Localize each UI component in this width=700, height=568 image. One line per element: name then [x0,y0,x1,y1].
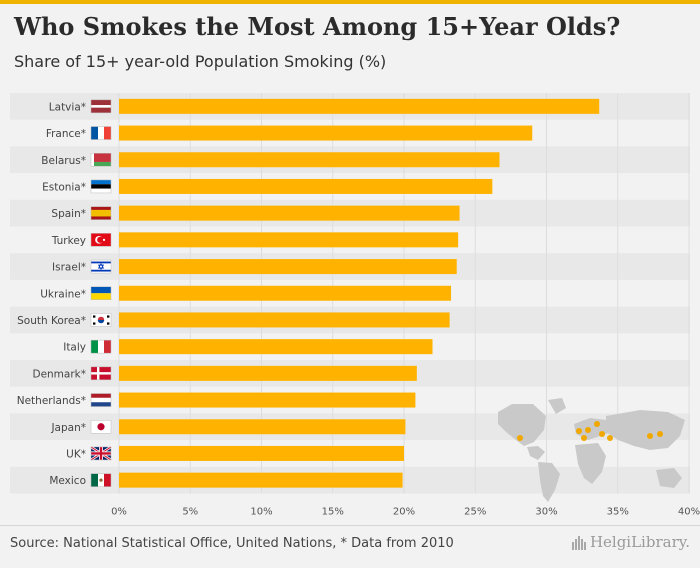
israel-flag-icon [90,259,112,274]
japan-flag-icon [90,420,112,434]
category-label: Belarus* [41,155,86,167]
belarus-flag-icon [90,153,112,167]
south-america-shape [538,462,560,502]
bar [119,339,433,355]
x-tick-label: 25% [464,507,486,518]
netherlands-flag-icon [90,393,112,407]
turkey-highlight [607,435,613,441]
x-tick-label: 0% [111,507,127,518]
mexico-highlight [517,435,523,441]
korea-highlight [647,433,653,439]
x-tick-label: 5% [182,507,198,518]
latvia-flag-icon [90,99,112,114]
top-accent-bar [0,0,700,4]
x-tick-label: 20% [393,507,415,518]
category-label: Latvia* [49,101,86,113]
italy-highlight [599,431,605,437]
estonia-flag-icon [90,179,112,194]
africa-shape [575,443,606,484]
bar [119,178,493,194]
bar [119,285,452,301]
world-map-graphic [498,398,685,502]
bar [119,232,459,248]
category-label: Japan* [50,422,86,434]
uk-highlight [576,428,582,434]
category-label: Ukraine* [40,288,86,300]
category-label: Denmark* [32,368,86,380]
spain-highlight [581,435,587,441]
bar-chart: Latvia* France* Belarus* Estonia* Spain* Turk… [16,93,700,518]
category-label: Mexico [49,475,86,487]
category-label: UK* [66,448,86,460]
denmark-flag-icon [90,366,112,381]
x-tick-label: 10% [250,507,272,518]
north-america-shape [498,404,546,446]
france-highlight [585,427,591,433]
turkey-flag-icon [90,233,112,247]
category-label: Estonia* [42,181,86,193]
footer-divider [0,525,700,526]
bar [119,392,416,408]
category-label: South Korea* [17,315,86,327]
bar [119,98,600,114]
uk-flag-icon [90,445,112,462]
brand-logo[interactable]: HelgiLibrary. [571,533,690,551]
italy-flag-icon [90,339,112,354]
bar [119,365,417,381]
latvia-highlight [594,421,600,427]
source-note: Source: National Statistical Office, Uni… [10,536,454,551]
south-korea-flag-icon [90,313,112,327]
x-tick-label: 35% [607,507,629,518]
bar [119,152,500,168]
bar [119,472,403,488]
brand-name: HelgiLibrary. [589,533,690,551]
japan-highlight [657,431,663,437]
bar [119,312,450,328]
x-tick-label: 30% [535,507,557,518]
ukraine-flag-icon [90,286,112,300]
library-columns-icon [571,534,586,550]
bar [119,419,406,435]
category-label: Turkey [51,235,86,247]
spain-flag-icon [90,206,112,220]
category-label: Spain* [51,208,86,220]
mexico-flag-icon [90,473,112,487]
central-america-shape [527,446,545,460]
bar [119,125,533,141]
category-label: Israel* [52,262,86,274]
category-label: Italy [63,342,86,354]
chart-title: Who Smokes the Most Among 15+Year Olds? [14,12,621,41]
x-tick-label: 40% [678,507,700,518]
bar [119,445,404,461]
france-flag-icon [90,126,112,140]
greenland-shape [548,398,566,414]
asia-shape [606,410,685,450]
x-tick-label: 15% [322,507,344,518]
bar [119,259,457,275]
bar [119,205,460,221]
chart-subtitle: Share of 15+ year-old Population Smoking… [14,52,387,71]
category-label: Netherlands* [17,395,86,407]
australia-shape [656,468,682,488]
category-label: France* [46,128,86,140]
